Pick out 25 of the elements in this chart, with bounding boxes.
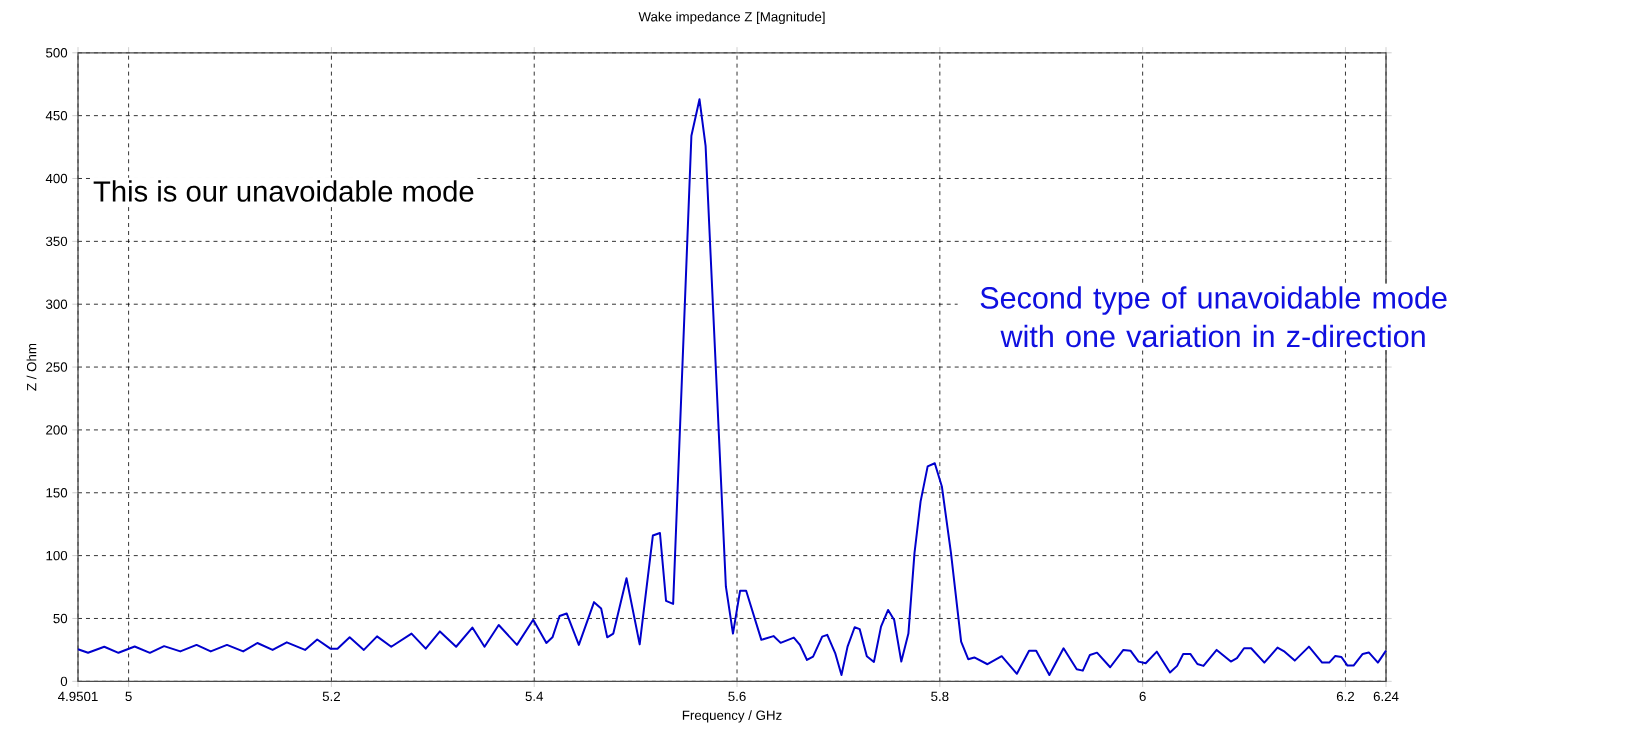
annotation: This is our unavoidable mode: [93, 180, 474, 202]
y-tick-label: 300: [45, 299, 68, 309]
chart-title: Wake impedance Z [Magnitude]: [638, 11, 825, 25]
x-tick-label: 5.8: [931, 691, 949, 702]
x-tick-label: 5.2: [322, 691, 340, 702]
y-tick-label: 100: [46, 550, 68, 561]
y-tick-label: 200: [46, 425, 68, 435]
x-tick-label: 5: [125, 691, 132, 701]
y-tick-label: 250: [46, 362, 68, 372]
y-tick-label: 150: [46, 488, 68, 498]
x-tick-label: 6: [1139, 691, 1146, 702]
x-tick-label: 5.6: [728, 691, 746, 702]
y-tick-label: 450: [45, 110, 68, 121]
y-axis-title: Z / Ohm: [26, 343, 37, 391]
x-tick-label: 4.9501: [58, 691, 98, 702]
x-tick-label: 5.4: [525, 691, 544, 701]
x-tick-label: 6.24: [1373, 691, 1399, 702]
y-tick-label: 400: [45, 173, 68, 184]
y-tick-label: 350: [45, 236, 68, 247]
y-tick-label: 0: [60, 676, 68, 687]
annotation: Second type of unavoidable mode with one variation in z-direction: [980, 286, 1447, 348]
y-tick-label: 50: [53, 613, 68, 624]
x-axis-title: Frequency / GHz: [682, 710, 782, 723]
y-tick-label: 500: [46, 48, 68, 58]
x-tick-label: 6.2: [1336, 691, 1355, 702]
